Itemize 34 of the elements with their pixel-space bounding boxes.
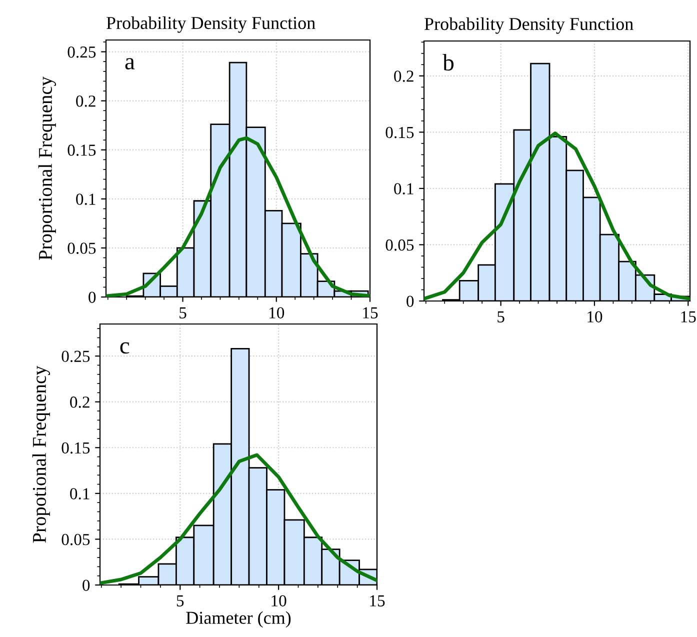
y-tick-label: 0.15: [386, 126, 414, 138]
annotation: c: [120, 342, 130, 354]
y-tick-label: 0.05: [68, 242, 96, 254]
x-tick-label: 15: [681, 311, 696, 322]
x-tick-label: 5: [176, 595, 184, 606]
chart-title: Probability Density Function: [424, 17, 634, 34]
y-tick-label: 0.05: [62, 534, 90, 546]
y-tick-label: 0: [88, 292, 96, 303]
y-tick-label: 0.05: [386, 239, 414, 251]
y-tick-label: 0.25: [68, 46, 96, 58]
y-tick-label: 0.2: [394, 70, 414, 82]
y-axis-title: Proportional Frequency: [38, 76, 56, 260]
y-tick-label: 0.15: [62, 442, 90, 454]
x-tick-label: 10: [270, 307, 284, 318]
y-tick-label: 0.1: [70, 488, 90, 500]
y-tick-label: 0.1: [76, 194, 96, 205]
y-tick-label: 0.15: [68, 144, 96, 156]
x-tick-label: 10: [588, 311, 602, 322]
x-tick-label: 10: [272, 595, 286, 606]
y-axis-title: Propotional Frequency: [32, 366, 50, 543]
y-tick-label: 0.25: [62, 350, 90, 362]
x-tick-label: 15: [370, 595, 385, 606]
x-tick-label: 15: [363, 307, 378, 318]
x-tick-label: 5: [180, 307, 186, 318]
x-tick-label: 5: [498, 311, 504, 322]
annotation: b: [442, 54, 454, 71]
y-tick-label: 0.1: [394, 183, 414, 194]
chart-title: Probability Density Function: [106, 16, 316, 33]
y-tick-label: 0: [406, 296, 414, 307]
y-tick-label: 0.2: [76, 96, 96, 107]
y-tick-label: 0.2: [70, 396, 90, 408]
x-axis-title: Diameter (cm): [186, 611, 291, 628]
annotation: a: [125, 58, 135, 70]
y-tick-label: 0: [82, 580, 90, 591]
